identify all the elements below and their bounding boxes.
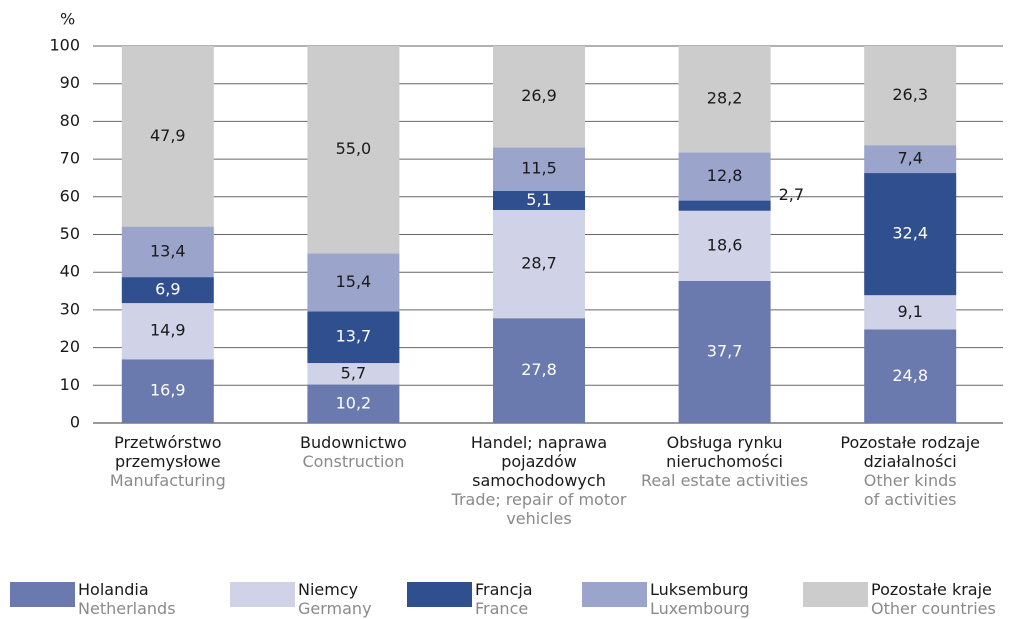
category-label: Handel; naprawa pojazdów samochodowych Tr… <box>429 433 649 528</box>
bar-segment <box>864 46 957 146</box>
x-tick-label: Handel; naprawa pojazdów samochodowych <box>470 433 608 490</box>
legend-swatch <box>803 582 868 607</box>
data-label: 28,2 <box>707 89 743 108</box>
legend-label-en: Other countries <box>871 599 996 618</box>
bar-segment <box>307 46 400 254</box>
y-axis-label: % <box>60 10 75 29</box>
legend-label-en: Luxembourg <box>650 599 750 618</box>
bar-segment <box>493 190 585 210</box>
x-tick-label: Obsługa rynku nieruchomości <box>666 433 783 471</box>
y-tick-label: 90 <box>60 73 80 92</box>
y-tick-label: 0 <box>70 413 80 432</box>
bar-segment <box>121 226 214 278</box>
category-label: Obsługa rynku nieruchomości Real estate a… <box>615 433 835 490</box>
y-tick-label: 20 <box>60 337 80 356</box>
category-label: Pozostałe rodzaje działalności Other kind… <box>800 433 1012 509</box>
x-tick-label-en: Manufacturing <box>109 471 226 490</box>
data-label: 32,4 <box>892 224 928 243</box>
legend-label: Holandia <box>78 580 149 599</box>
bar-segment <box>493 318 585 423</box>
y-tick-label: 80 <box>60 111 80 130</box>
data-label: 13,7 <box>336 327 372 346</box>
data-label: 5,7 <box>341 363 366 382</box>
bar-segment <box>864 295 957 330</box>
data-label: 12,8 <box>707 166 743 185</box>
bar-segment <box>493 209 585 319</box>
x-tick-label: Budownictwo <box>300 433 407 452</box>
bar-segment <box>864 173 957 296</box>
legend-label-en: Netherlands <box>78 599 176 618</box>
legend-label: Pozostałe kraje <box>871 580 992 599</box>
legend-label: Niemcy <box>298 580 359 599</box>
bar-segment <box>307 311 400 364</box>
bar-segment <box>121 359 214 423</box>
legend-label: Francja <box>475 580 533 599</box>
data-label: 16,9 <box>150 381 186 400</box>
data-label: 47,9 <box>150 126 186 145</box>
data-label: 26,9 <box>521 86 557 105</box>
legend-label-en: France <box>475 599 529 618</box>
data-label: 14,9 <box>150 321 186 340</box>
data-label: 7,4 <box>897 149 922 168</box>
x-tick-label: Pozostałe rodzaje działalności <box>840 433 980 471</box>
data-label: 37,7 <box>707 341 743 360</box>
bar-segment <box>307 253 400 312</box>
legend-swatch <box>407 582 472 607</box>
data-label: 15,4 <box>336 272 372 291</box>
bar-segment <box>493 46 585 148</box>
data-label: 5,1 <box>526 190 551 209</box>
category-label: Budownictwo Construction <box>243 433 463 471</box>
legend-swatch <box>582 582 647 607</box>
data-label: 55,0 <box>336 139 372 158</box>
data-label: 27,8 <box>521 360 557 379</box>
data-label: 26,3 <box>892 85 928 104</box>
x-tick-label-en: Trade; repair of motor vehicles <box>451 490 627 528</box>
bar-segment <box>121 46 214 227</box>
category-label: Przetwórstwo przemysłowe Manufacturing <box>58 433 278 490</box>
x-tick-label: Przetwórstwo przemysłowe <box>114 433 222 471</box>
x-tick-label-en: Construction <box>302 452 405 471</box>
bar-segment <box>678 152 771 201</box>
y-tick-label: 70 <box>60 149 80 168</box>
bar-segment <box>121 277 214 304</box>
data-label: 9,1 <box>897 302 922 321</box>
data-label: 28,7 <box>521 254 557 273</box>
bar-segment <box>678 280 771 423</box>
legend-label-en: Germany <box>298 599 372 618</box>
bar-segment <box>678 200 771 211</box>
bar-segment <box>864 329 957 423</box>
data-label: 11,5 <box>521 159 557 178</box>
bar-segment <box>307 384 400 423</box>
y-tick-label: 40 <box>60 262 80 281</box>
legend-swatch <box>10 582 75 607</box>
y-tick-label: 100 <box>49 36 80 55</box>
bar-segment <box>678 46 771 153</box>
bar-segment <box>121 303 214 360</box>
data-label: 6,9 <box>155 280 180 299</box>
data-label: 10,2 <box>336 393 372 412</box>
x-tick-label-en: Other kinds of activities <box>863 471 957 509</box>
y-tick-label: 50 <box>60 224 80 243</box>
bar-segment <box>864 145 957 174</box>
data-label: 24,8 <box>892 366 928 385</box>
bar-segment <box>307 363 400 385</box>
y-tick-label: 30 <box>60 299 80 318</box>
data-label: 13,4 <box>150 241 186 260</box>
legend-swatch <box>230 582 295 607</box>
y-tick-label: 60 <box>60 186 80 205</box>
y-tick-label: 10 <box>60 375 80 394</box>
legend-label: Luksemburg <box>650 580 749 599</box>
bar-segment <box>678 210 771 281</box>
bar-segment <box>493 147 585 191</box>
data-label: 2,7 <box>779 185 804 204</box>
x-tick-label-en: Real estate activities <box>641 471 809 490</box>
data-label: 18,6 <box>707 235 743 254</box>
